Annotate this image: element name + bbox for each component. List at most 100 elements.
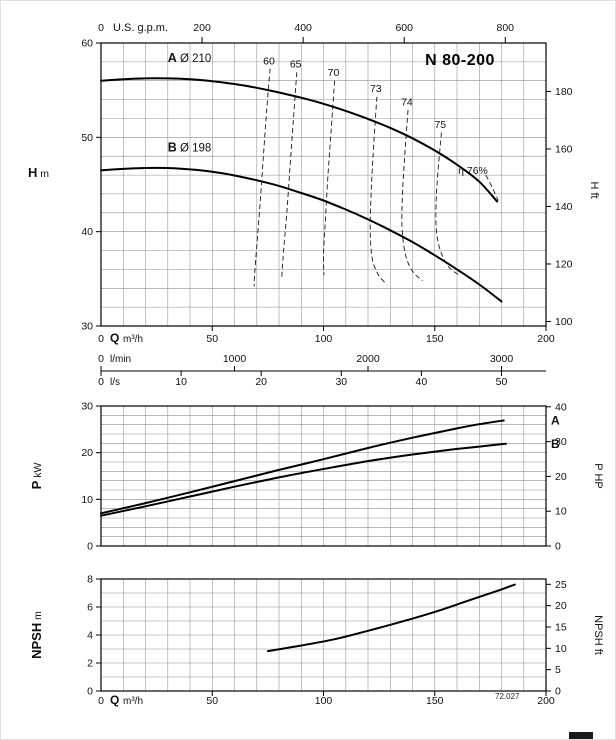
curve-B <box>100 166 503 303</box>
efficiency-curve-70 <box>323 80 336 276</box>
right-axis-tick-label: 0 <box>555 541 561 553</box>
curve-A <box>100 419 505 515</box>
left-axis-tick-label: 60 <box>81 38 93 50</box>
curve-B <box>100 442 507 517</box>
x-axis-title: Q <box>110 331 119 345</box>
x-axis-tick-label: 50 <box>496 376 508 388</box>
curve-label-B: B Ø 198 <box>168 140 212 154</box>
x-axis-tick-label: 30 <box>335 376 347 388</box>
curve-NPSH <box>266 583 516 653</box>
left-axis-title: P kW <box>29 463 44 490</box>
top-axis-title: U.S. g.p.m. <box>113 22 168 34</box>
left-axis-tick-label: 40 <box>81 226 93 238</box>
axis-ticks <box>96 578 551 696</box>
right-axis-tick-label: 20 <box>555 600 567 612</box>
right-axis-tick-label: 180 <box>555 86 573 98</box>
x-axis-tick-label: 0 <box>98 353 104 365</box>
x-axis-tick-label: 150 <box>426 695 444 707</box>
curve-end-label-B: B <box>551 437 560 451</box>
efficiency-curve-75 <box>435 132 460 276</box>
x-axis-tick-label: 3000 <box>490 353 514 365</box>
efficiency-curve-73 <box>369 96 388 285</box>
left-axis-tick-label: 0 <box>87 541 93 553</box>
catalog-code: 72.027 <box>495 692 520 701</box>
right-axis-tick-label: 20 <box>555 471 567 483</box>
x-axis-tick-label: 50 <box>206 695 218 707</box>
efficiency-label: 75 <box>434 119 446 131</box>
right-axis-title: H ft <box>588 181 600 198</box>
x-axis-tick-label: 20 <box>255 376 267 388</box>
left-axis-tick-label: 20 <box>81 447 93 459</box>
grid <box>100 578 547 692</box>
x-axis-tick-label: 50 <box>206 333 218 345</box>
right-axis-title: NPSH ft <box>592 615 604 655</box>
chart-power: 0 10 20 30 0 10 20 30 40 P kW P HP AB <box>29 401 604 553</box>
right-axis-tick-label: 5 <box>555 664 561 676</box>
curve-label-A: A Ø 210 <box>168 51 212 65</box>
efficiency-curve-60 <box>253 68 271 287</box>
top-axis-tick-label: 200 <box>193 22 211 34</box>
x-axis-tick-label: 200 <box>537 333 555 345</box>
x-axis-tick-label: 0 <box>98 333 104 345</box>
efficiency-label: 65 <box>290 59 302 71</box>
x-axis-unit: l/min <box>110 354 131 365</box>
x-axis-tick-label: 100 <box>315 333 333 345</box>
x-axis-tick-label: 150 <box>426 333 444 345</box>
x-axis-unit: m³/h <box>123 696 143 707</box>
efficiency-curve-65 <box>281 72 298 279</box>
left-axis-tick-label: 30 <box>81 401 93 413</box>
efficiency-curve-76 <box>485 174 499 201</box>
efficiency-curve-74 <box>401 109 423 282</box>
top-axis-tick-label: 600 <box>395 22 413 34</box>
right-axis-title: P HP <box>592 463 604 488</box>
x-axis-tick-label: 10 <box>175 376 187 388</box>
right-axis-tick-label: 15 <box>555 621 567 633</box>
left-axis-tick-label: 0 <box>87 686 93 698</box>
left-axis-tick-label: 8 <box>87 574 93 586</box>
right-axis-tick-label: 160 <box>555 143 573 155</box>
right-axis-tick-label: 140 <box>555 201 573 213</box>
right-axis-tick-label: 0 <box>555 686 561 698</box>
left-axis-tick-label: 30 <box>81 321 93 333</box>
x-axis-tick-label: 200 <box>537 695 555 707</box>
x-axis-unit: l/s <box>110 377 120 388</box>
efficiency-label: 73 <box>370 83 382 95</box>
curve-end-label-A: A <box>551 413 560 427</box>
axis-ticks <box>96 37 551 376</box>
x-axis-tick-label: 0 <box>98 376 104 388</box>
grid <box>100 405 547 547</box>
right-axis-tick-label: 10 <box>555 506 567 518</box>
left-axis-tick-label: 6 <box>87 602 93 614</box>
pump-model-title: N 80-200 <box>425 52 495 69</box>
x-axis-tick-label: 0 <box>98 695 104 707</box>
right-axis-tick-label: 120 <box>555 258 573 270</box>
efficiency-label: 70 <box>328 67 340 79</box>
right-axis-tick-label: 25 <box>555 579 567 591</box>
left-axis-tick-label: 2 <box>87 658 93 670</box>
footer-mark <box>569 732 593 739</box>
left-axis-tick-label: 4 <box>87 630 93 642</box>
efficiency-label: 60 <box>263 56 275 68</box>
left-axis-title: H m <box>28 165 49 180</box>
right-axis-tick-label: 30 <box>555 436 567 448</box>
left-axis-title: NPSH m <box>29 611 44 659</box>
top-axis-tick-label: 0 <box>98 22 104 34</box>
x-axis-tick-label: 40 <box>416 376 428 388</box>
x-axis-tick-label: 100 <box>315 695 333 707</box>
right-axis-tick-label: 10 <box>555 643 567 655</box>
x-axis-tick-label: 2000 <box>356 353 380 365</box>
left-axis-tick-label: 10 <box>81 494 93 506</box>
right-axis-tick-label: 40 <box>555 401 567 413</box>
x-axis-unit: m³/h <box>123 334 143 345</box>
top-axis-tick-label: 400 <box>294 22 312 34</box>
right-axis-tick-label: 100 <box>555 316 573 328</box>
efficiency-label: 74 <box>401 96 413 108</box>
efficiency-label: η 76% <box>458 165 488 177</box>
x-axis-tick-label: 1000 <box>223 353 247 365</box>
left-axis-tick-label: 50 <box>81 132 93 144</box>
top-axis-tick-label: 800 <box>497 22 515 34</box>
